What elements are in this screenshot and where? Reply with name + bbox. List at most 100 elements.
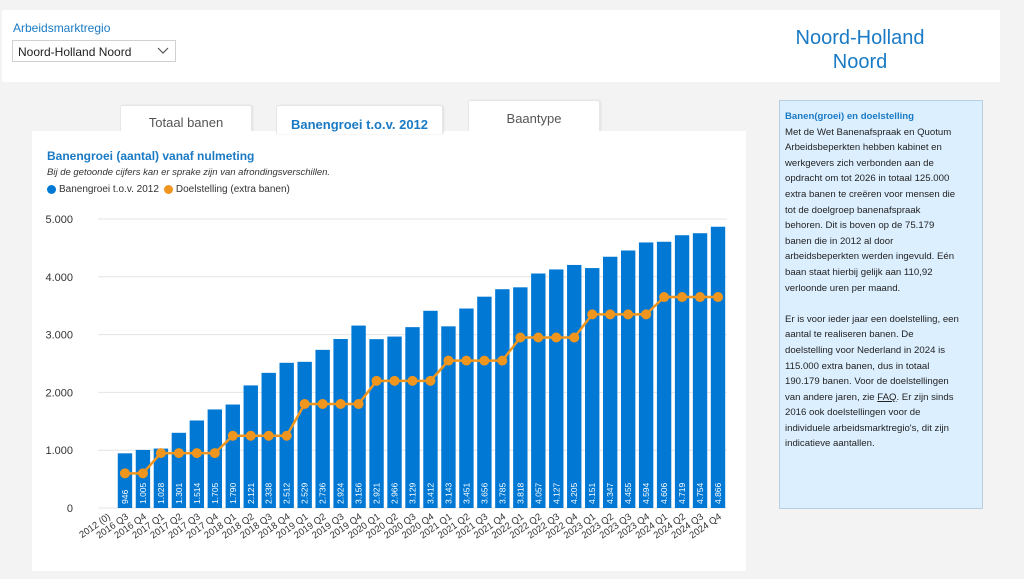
legend-dot-doelstelling (163, 185, 173, 194)
info-line: banen die in 2012 al door (785, 235, 894, 247)
bar-value-label: 4.594 (641, 482, 651, 504)
bar-value-label: 1.028 (156, 482, 166, 504)
legend-label-banengroei: Banengroei t.o.v. 2012 (59, 184, 159, 195)
doelstelling-point (551, 332, 562, 343)
faq-link[interactable]: FAQ (877, 391, 897, 403)
info-line: behoren. Dit is boven op de 75.179 (785, 220, 935, 232)
tab-baantype[interactable]: Baantype (468, 100, 600, 133)
bar (441, 326, 456, 508)
y-tick-label: 0 (67, 503, 73, 515)
region-header: Arbeidsmarktregio Noord-Holland Noord No… (2, 10, 1000, 82)
bar-value-label: 3.785 (497, 482, 507, 504)
doelstelling-point (479, 355, 490, 366)
doelstelling-point (263, 430, 274, 441)
bar (495, 289, 510, 508)
tab-banengroei[interactable]: Banengroei t.o.v. 2012 (276, 105, 443, 134)
doelstelling-point (443, 355, 454, 366)
region-title-line1: Noord-Holland (795, 27, 925, 49)
bar (513, 287, 528, 508)
info-line: baan staat hierbij gelijk aan 110,92 (785, 266, 933, 278)
doelstelling-point (569, 332, 580, 343)
info-line: werkgevers zich verbonden aan de (785, 157, 934, 169)
bar-value-label: 2.966 (390, 482, 400, 504)
bar-value-label: 4.606 (659, 482, 669, 504)
doelstelling-point (515, 332, 526, 343)
bar-value-label: 2.529 (300, 482, 310, 504)
doelstelling-point (497, 355, 508, 366)
doelstelling-point (533, 332, 544, 343)
bar-value-label: 4.754 (695, 482, 705, 504)
doelstelling-point (623, 309, 634, 320)
legend-item-banengroei[interactable]: Banengroei t.o.v. 2012 (47, 184, 159, 195)
bar (656, 241, 672, 508)
bar-value-label: 3.412 (425, 482, 435, 504)
doelstelling-point (299, 398, 310, 409)
doelstelling-point (425, 375, 436, 386)
bar-value-label: 1.705 (210, 482, 220, 504)
legend-item-doelstelling[interactable]: Doelstelling (extra banen) (163, 184, 290, 195)
bar (602, 256, 618, 508)
doelstelling-point (461, 355, 472, 366)
bar (351, 325, 366, 508)
doelstelling-point (173, 448, 184, 459)
bar (531, 273, 546, 508)
bar-value-label: 4.057 (533, 482, 543, 504)
bar (620, 250, 636, 508)
info-line: doelstelling voor Nederland in 2024 is (785, 344, 945, 356)
bar-value-label: 4.455 (623, 482, 633, 504)
bar (207, 409, 223, 508)
bar-value-label: 3.156 (354, 482, 364, 504)
bar-value-label: 2.338 (264, 482, 274, 504)
info-line: extra banen te creëren voor mensen die (785, 188, 956, 200)
bar (297, 361, 312, 508)
region-dropdown[interactable]: Noord-Holland Noord (12, 40, 176, 62)
bar (225, 404, 240, 508)
doelstelling-point (587, 309, 598, 320)
bar-value-label: 1.301 (174, 482, 184, 504)
region-title-line2: Noord (832, 51, 888, 73)
bar (638, 242, 654, 508)
bar-value-label: 3.129 (408, 482, 418, 504)
bar-value-label: 3.143 (443, 482, 453, 504)
bar (369, 339, 384, 508)
doelstelling-point (119, 468, 130, 479)
info-paragraph-1: Met de Wet Banenafspraak en Quotum Arbeid… (785, 125, 977, 297)
info-line: Arbeidsbeperkten hebben kabinet en (785, 142, 942, 154)
bar-value-label: 3.818 (515, 482, 525, 504)
info-faq-post: . Er zijn sinds (896, 391, 954, 403)
bar-value-label: 4.151 (587, 482, 597, 504)
bar-value-label: 4.347 (605, 482, 615, 504)
bar-value-label: 1.005 (138, 482, 148, 504)
bar (477, 296, 492, 508)
info-line: opdracht om tot 2026 in totaal 125.000 (785, 173, 950, 185)
info-panel: Banen(groei) en doelstelling Met de Wet … (779, 100, 983, 509)
bar (567, 264, 582, 508)
doelstelling-point (371, 375, 382, 386)
chart-legend: Banengroei t.o.v. 2012 Doelstelling (ext… (47, 184, 295, 195)
info-line: 2016 ook doelstellingen voor de (785, 407, 921, 419)
doelstelling-point (641, 309, 652, 320)
bar (117, 453, 133, 508)
info-paragraph-2-rest: 2016 ook doelstellingen voor de individue… (785, 405, 977, 452)
bar (189, 420, 205, 508)
y-tick-label: 3.000 (45, 330, 73, 342)
bar-value-label: 2.121 (246, 482, 256, 504)
bar (549, 269, 564, 508)
doelstelling-point (209, 448, 220, 459)
doelstelling-point (191, 448, 202, 459)
bar (710, 226, 726, 509)
bar (153, 448, 169, 508)
bar-value-label: 4.866 (713, 482, 723, 504)
region-title: Noord-Holland Noord (760, 26, 960, 74)
tab-totaal-banen[interactable]: Totaal banen (120, 105, 252, 134)
doelstelling-point (317, 398, 328, 409)
info-line: indicatieve aantallen. (785, 438, 875, 450)
info-line: individuele arbeidsmarktregio's, dit zij… (785, 422, 949, 434)
doelstelling-point (137, 468, 148, 479)
bar-value-label: 2.736 (318, 482, 328, 504)
doelstelling-point (407, 375, 418, 386)
y-tick-label: 1.000 (45, 445, 73, 457)
bar-value-label: 1.514 (192, 482, 202, 504)
doelstelling-point (281, 430, 292, 441)
doelstelling-point (677, 292, 688, 303)
